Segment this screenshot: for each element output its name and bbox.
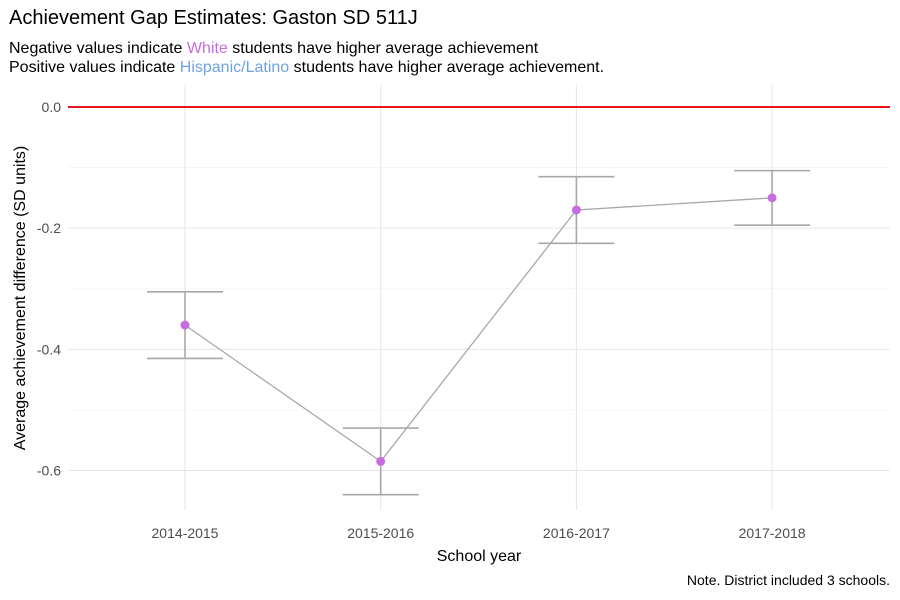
data-points <box>180 193 777 466</box>
subtitle-line-2: Positive values indicate Hispanic/Latino… <box>9 59 604 77</box>
y-tick-label: -0.4 <box>37 341 61 357</box>
series-line <box>184 197 773 463</box>
y-axis-ticks: 0.0 -0.2 -0.4 -0.6 <box>37 99 61 479</box>
y-axis-title: Average achievement difference (SD units… <box>12 146 29 450</box>
subtitle-line-1-suffix: students have higher average achievement <box>227 40 539 57</box>
x-tick-label: 2014-2015 <box>152 525 219 541</box>
data-point <box>180 320 190 330</box>
x-axis-ticks: 2014-2015 2015-2016 2016-2017 2017-2018 <box>152 525 806 541</box>
error-bars <box>147 169 811 496</box>
data-point <box>767 193 777 203</box>
data-point <box>376 456 386 466</box>
subtitle-white-group: White <box>186 40 228 57</box>
subtitle-line-2-suffix: students have higher average achievement… <box>289 59 605 76</box>
subtitle-line-1: Negative values indicate White students … <box>9 40 538 58</box>
subtitle-hispanic-group: Hispanic/Latino <box>179 59 290 76</box>
y-tick-label: -0.2 <box>37 220 61 236</box>
caption-note: Note. District included 3 schools. <box>686 572 890 588</box>
grid-lines <box>68 85 890 510</box>
chart-title: Achievement Gap Estimates: Gaston SD 511… <box>9 7 418 29</box>
data-point <box>571 205 581 215</box>
y-tick-label: 0.0 <box>42 99 62 115</box>
x-tick-label: 2016-2017 <box>543 525 610 541</box>
x-tick-label: 2015-2016 <box>347 525 414 541</box>
y-tick-label: -0.6 <box>37 463 61 479</box>
subtitle-line-2-prefix: Positive values indicate <box>9 59 180 76</box>
x-tick-label: 2017-2018 <box>739 525 806 541</box>
subtitle-line-1-prefix: Negative values indicate <box>9 40 187 57</box>
x-axis-title: School year <box>437 548 522 565</box>
